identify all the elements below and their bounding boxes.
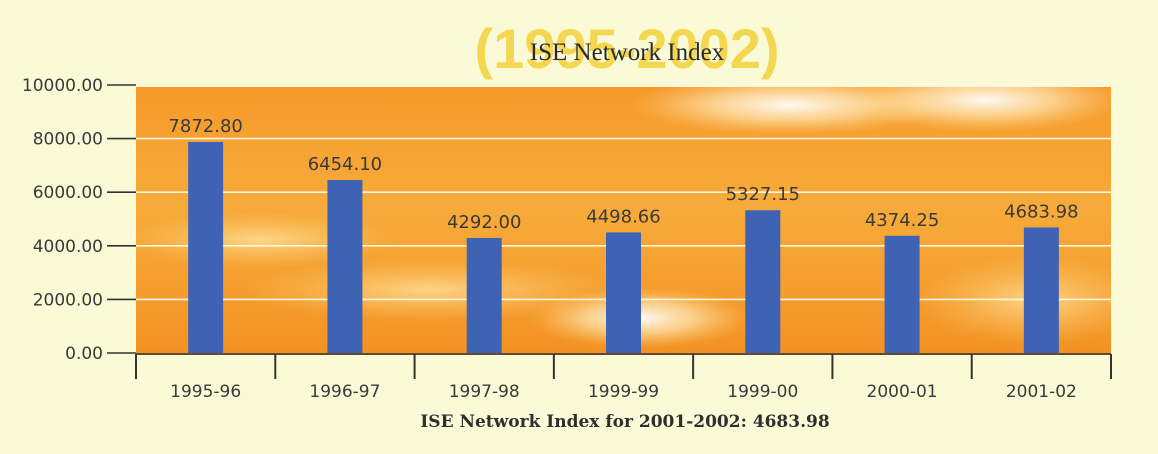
bar	[1023, 227, 1059, 353]
y-tick-label: 8000.00	[33, 130, 103, 150]
bar	[745, 210, 781, 353]
chart-subtitle: ISE Network Index for 2001-2002: 4683.98	[420, 412, 829, 432]
data-label: 5327.15	[726, 184, 800, 205]
x-tick-label: 1996-97	[309, 382, 380, 402]
bar	[606, 232, 641, 353]
y-tick-label: 2000.00	[33, 290, 103, 310]
y-tick-label: 4000.00	[33, 237, 103, 257]
x-tick-label: 1997-98	[449, 382, 520, 402]
data-label: 4374.25	[865, 210, 939, 231]
bar	[466, 237, 502, 353]
y-tick-label: 10000.00	[22, 76, 103, 96]
data-label: 7872.80	[168, 116, 242, 137]
data-label: 4292.00	[447, 212, 521, 233]
bar	[188, 142, 224, 353]
data-labels: 7872.80 6454.10 4292.00 4498.66 5327.15 4374.…	[168, 116, 1078, 233]
data-label: 6454.10	[308, 154, 382, 175]
x-tick-label: 2001-02	[1006, 382, 1077, 402]
x-tick-label: 1995-96	[170, 382, 241, 402]
x-tick-label: 1999-99	[588, 382, 659, 402]
chart-title: ISE Network Index	[530, 39, 725, 66]
bar	[327, 180, 363, 353]
background-title: (1995-2002)	[474, 17, 779, 80]
data-label: 4498.66	[586, 206, 660, 227]
bar	[884, 235, 920, 353]
bars	[188, 142, 1059, 353]
x-tick-label: 1999-00	[727, 382, 798, 402]
y-tick-label: 0.00	[65, 344, 103, 364]
x-tick-label: 2000-01	[867, 382, 938, 402]
y-axis: 0.00 2000.00 4000.00 6000.00 8000.00 10000.00	[22, 76, 136, 364]
y-tick-label: 6000.00	[33, 183, 103, 203]
x-axis: 1995-96 1996-97 1997-98 1999-99 1999-00 2000-…	[135, 353, 1112, 402]
data-label: 4683.98	[1004, 201, 1078, 222]
